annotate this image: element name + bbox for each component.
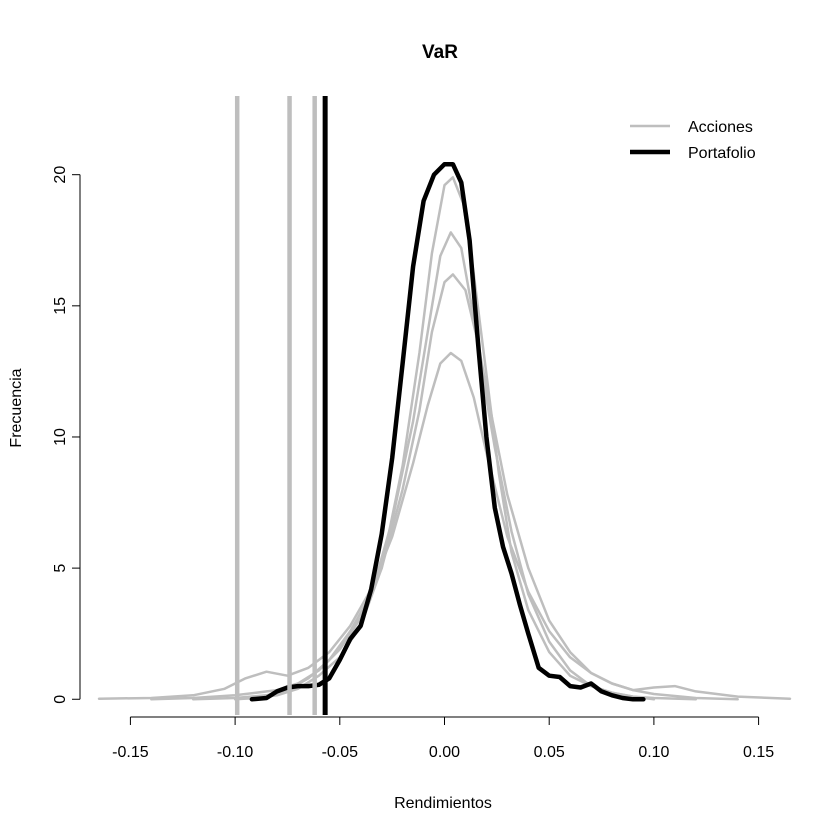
y-ticks: 0 5 10 15 20 — [52, 166, 80, 704]
x-axis-label: Rendimientos — [394, 795, 492, 812]
x-tick-label: 0.15 — [743, 744, 774, 761]
y-tick-label: 0 — [52, 695, 69, 704]
x-tick-label: -0.15 — [112, 744, 149, 761]
acciones-density-line-3 — [191, 231, 698, 701]
legend-label-acciones: Acciones — [688, 119, 753, 136]
x-tick-label: 0.00 — [429, 744, 460, 761]
x-tick-label: -0.05 — [322, 744, 359, 761]
x-tick-label: 0.10 — [638, 744, 669, 761]
y-tick-label: 15 — [52, 297, 69, 315]
legend: Acciones Portafolio — [630, 119, 756, 162]
x-tick-label: 0.05 — [534, 744, 565, 761]
series-layer — [97, 161, 792, 702]
x-tick-label: -0.10 — [217, 744, 254, 761]
var-lines-layer — [234, 96, 328, 715]
acciones-density-line-4 — [233, 176, 656, 701]
y-axis-label: Frecuencia — [8, 368, 25, 447]
x-ticks: -0.15 -0.10 -0.05 0.00 0.05 0.10 0.15 — [112, 717, 774, 761]
y-tick-label: 5 — [52, 564, 69, 573]
y-tick-label: 20 — [52, 166, 69, 184]
acciones-density-line-1 — [97, 351, 792, 700]
portafolio-density-line — [249, 161, 646, 702]
y-tick-label: 10 — [52, 428, 69, 446]
chart-title: VaR — [422, 42, 458, 63]
legend-label-portafolio: Portafolio — [688, 145, 756, 162]
axes-layer — [79, 174, 759, 718]
